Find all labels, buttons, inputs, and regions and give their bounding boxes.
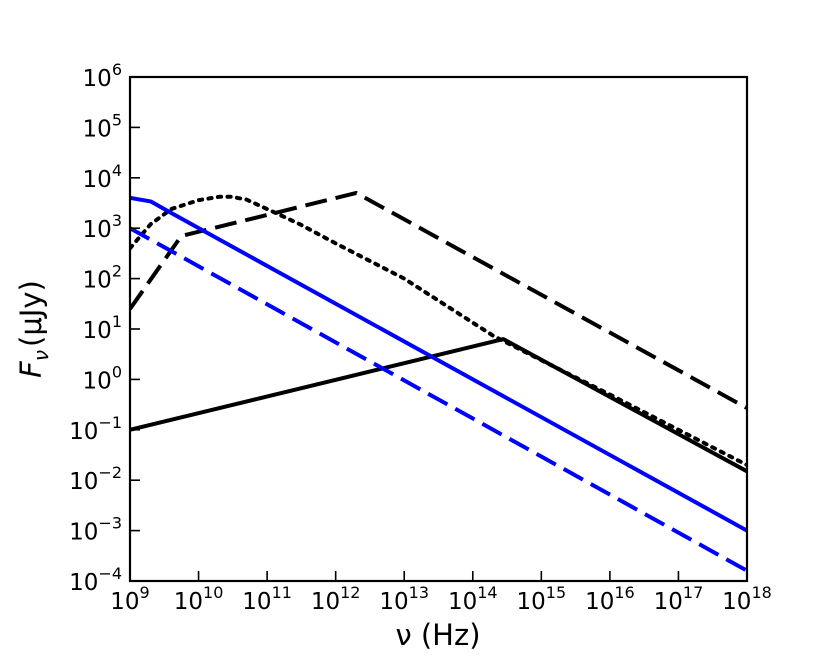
y-axis-label-unit: (μJy) xyxy=(14,280,48,347)
tick-label-layer: 109 1010 1011 1012 1013 1014 1015 1016 1017 1018 1… xyxy=(69,60,772,615)
x-tick-label-1: 109 xyxy=(110,583,149,615)
x-tick-label-9: 1017 xyxy=(654,583,704,615)
series-line-3 xyxy=(130,194,747,468)
y-tick-label-9: 104 xyxy=(83,161,122,193)
y-tick-label-7: 102 xyxy=(83,262,122,294)
y-tick-label-3: 10−2 xyxy=(69,463,122,495)
y-tick-label-6: 101 xyxy=(83,312,122,344)
y-tick-label-8: 103 xyxy=(83,211,122,243)
y-tick-label-1: 10−4 xyxy=(69,564,122,596)
x-tick-label-8: 1016 xyxy=(585,583,635,615)
y-tick-label-4: 10−1 xyxy=(69,413,122,445)
y-axis-label-symbol: F xyxy=(14,360,48,378)
plot-frame xyxy=(128,75,749,583)
x-tick-label-5: 1013 xyxy=(379,583,429,615)
x-tick-label-10: 1018 xyxy=(722,583,772,615)
x-tick-label-2: 1010 xyxy=(174,583,224,615)
x-tick-label-7: 1015 xyxy=(517,583,567,615)
y-tick-label-2: 10−3 xyxy=(69,514,122,546)
series-layer xyxy=(130,190,747,573)
y-axis-label: Fν (μJy) xyxy=(14,280,53,378)
x-tick-label-6: 1014 xyxy=(448,583,498,615)
x-tick-label-4: 1012 xyxy=(311,583,361,615)
series-line-4 xyxy=(130,195,747,533)
series-line-5 xyxy=(130,226,747,573)
x-tick-label-3: 1011 xyxy=(242,583,292,615)
svg-text:Fν(μJy): Fν (μJy) xyxy=(14,280,53,378)
y-axis-label-subscript: ν xyxy=(29,350,53,361)
y-tick-label-10: 105 xyxy=(83,110,122,142)
series-line-2 xyxy=(130,190,747,410)
series-line-1 xyxy=(130,337,747,474)
x-axis-label: ν (Hz) xyxy=(395,618,480,652)
y-tick-label-5: 100 xyxy=(83,362,122,394)
tick-layer xyxy=(129,76,748,582)
y-tick-label-11: 106 xyxy=(83,60,122,92)
